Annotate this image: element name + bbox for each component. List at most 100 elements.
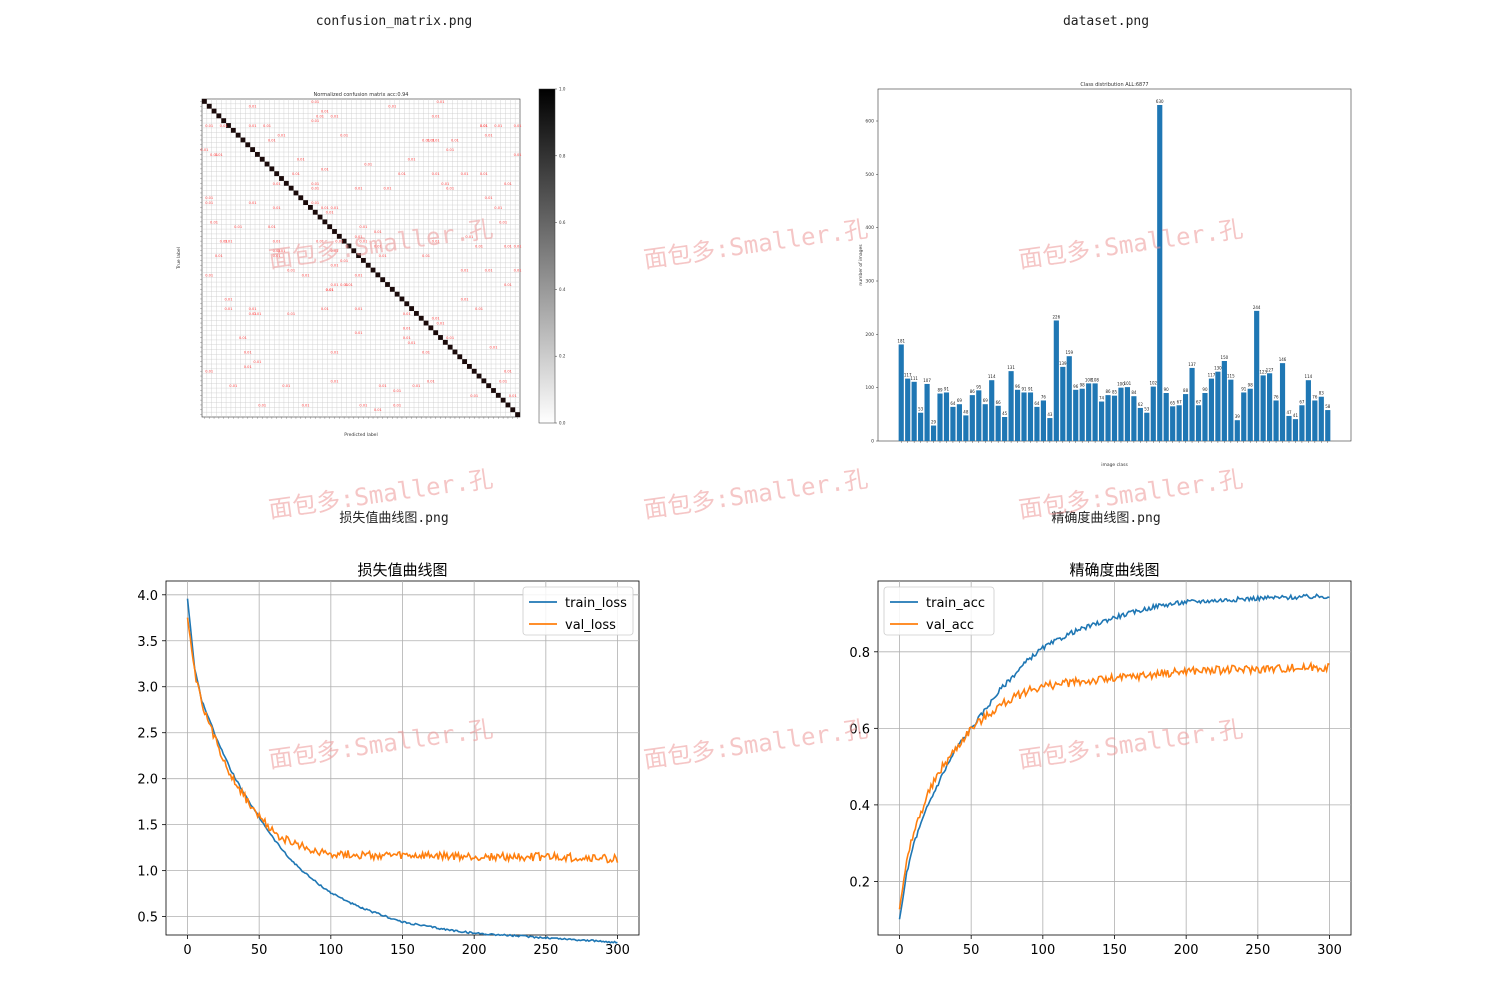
confusion-diagonal-cell	[486, 383, 492, 389]
confusion-cell-value: 0.01	[249, 307, 257, 311]
loss-xtick-label: 250	[533, 943, 558, 958]
confusion-cell-value: 0.01	[374, 408, 382, 412]
dataset-bar	[1286, 415, 1292, 441]
confusion-diagonal-cell	[312, 209, 318, 215]
confusion-cell-value: 0.01	[268, 225, 276, 229]
confusion-cell-value: 0.01	[504, 370, 512, 374]
confusion-cell-value: 0.01	[504, 182, 512, 186]
confusion-diagonal-cell	[370, 267, 376, 273]
confusion-cell-value: 0.01	[509, 394, 517, 398]
confusion-cell-value: 0.01	[215, 153, 223, 157]
confusion-diagonal-cell	[274, 171, 280, 177]
confusion-cell-value: 0.01	[359, 403, 367, 407]
dataset-bar	[1150, 386, 1156, 441]
confusion-cell-value: 0.01	[403, 312, 411, 316]
confusion-cell-value: 0.01	[277, 134, 285, 138]
dataset-bar	[1208, 378, 1215, 441]
dataset-bar-label: 69	[957, 398, 963, 403]
confusion-cell-value: 0.01	[321, 167, 329, 171]
watermark-text: 面包多:Smaller.孔	[1017, 465, 1245, 524]
confusion-cell-value: 0.01	[311, 187, 319, 191]
loss-ytick-label: 4.0	[137, 589, 158, 604]
loss-ytick-label: 2.0	[137, 773, 158, 788]
confusion-cell-value: 0.01	[287, 268, 295, 272]
confusion-cell-value: 0.01	[330, 206, 338, 210]
dataset-bar	[1234, 420, 1240, 441]
dataset-bar	[918, 412, 924, 441]
confusion-diagonal-cell	[418, 315, 424, 321]
dataset-bar	[1254, 310, 1260, 441]
loss-xtick-label: 0	[183, 943, 191, 958]
confusion-cell-value: 0.01	[408, 341, 416, 345]
dataset-bar	[1060, 366, 1066, 441]
confusion-cell-value: 0.01	[277, 249, 285, 253]
confusion-cell-value: 0.01	[330, 350, 338, 354]
colorbar-tick-label: 0.0	[559, 421, 566, 426]
dataset-bar-label: 226	[1053, 314, 1061, 319]
confusion-cell-value: 0.01	[379, 384, 387, 388]
confusion-gridlines	[202, 99, 520, 417]
acc-title: 精确度曲线图	[1069, 561, 1159, 579]
confusion-cell-value: 0.01	[215, 254, 223, 258]
confusion-cell-value: 0.01	[321, 206, 329, 210]
confusion-matrix-chart: Normalized confusion matrix acc:0.940.01…	[176, 87, 566, 439]
loss-ytick-label: 2.5	[137, 727, 158, 742]
dataset-ytick-label: 0	[871, 439, 874, 445]
dataset-bar	[1066, 356, 1072, 441]
dataset-bar-label: 90	[1164, 387, 1170, 392]
confusion-diagonal-cell	[245, 142, 251, 148]
confusion-cell-value: 0.01	[268, 138, 276, 142]
dataset-bar	[898, 344, 904, 441]
dataset-bar-label: 150	[1221, 355, 1229, 360]
dataset-bar	[1312, 400, 1318, 441]
confusion-cell-value: 0.01	[393, 403, 401, 407]
acc-xtick-label: 200	[1174, 943, 1199, 958]
dataset-bar-label: 41	[1293, 413, 1299, 418]
dataset-bar-label: 114	[988, 374, 996, 379]
confusion-cell-value: 0.01	[210, 153, 218, 157]
loss-xtick-label: 300	[605, 943, 630, 958]
confusion-diagonal-cell	[211, 108, 217, 114]
dataset-bar	[1034, 406, 1040, 441]
confusion-cell-value: 0.01	[249, 105, 257, 109]
confusion-cell-value: 0.01	[282, 384, 290, 388]
dataset-bar	[1111, 395, 1118, 441]
loss-ytick-label: 3.5	[137, 635, 158, 650]
confusion-cell-value: 0.01	[273, 240, 281, 244]
dataset-bar	[1098, 401, 1105, 441]
dataset-bar	[1021, 392, 1027, 441]
acc-panel-title: 精确度曲线图.png	[1051, 511, 1161, 526]
confusion-cell-value: 0.01	[422, 350, 430, 354]
colorbar-tick-label: 0.6	[559, 220, 566, 225]
confusion-cell-value: 0.01	[383, 187, 391, 191]
confusion-diagonal-cell	[230, 127, 236, 133]
confusion-diagonal-cell	[471, 368, 477, 374]
confusion-panel-title: confusion_matrix.png	[315, 14, 473, 29]
confusion-cell-value: 0.01	[355, 331, 363, 335]
dataset-bar-label: 66	[996, 400, 1002, 405]
dataset-bar-label: 95	[976, 384, 982, 389]
acc-ytick-label: 0.8	[849, 646, 870, 661]
confusion-diagonal-cell	[298, 195, 304, 201]
dataset-bar-label: 98	[1080, 383, 1086, 388]
confusion-cell-value: 0.01	[244, 350, 252, 354]
dataset-bar-label: 123	[1259, 369, 1267, 374]
dataset-bar	[1073, 389, 1079, 441]
confusion-cell-value: 0.01	[451, 138, 459, 142]
dataset-bar	[1092, 383, 1098, 441]
colorbar-tick-label: 0.4	[559, 287, 566, 292]
dataset-bar	[1279, 363, 1286, 441]
confusion-cell-value: 0.01	[340, 134, 348, 138]
confusion-cell-value: 0.01	[273, 182, 281, 186]
confusion-diagonal-cell	[394, 291, 400, 297]
confusion-cell-value: 0.01	[388, 105, 396, 109]
dataset-bar-label: 48	[963, 409, 969, 414]
confusion-cell-value: 0.01	[253, 360, 261, 364]
dataset-bar	[930, 425, 937, 441]
confusion-cell-value: 0.01	[273, 249, 281, 253]
confusion-cell-value: 0.01	[499, 379, 507, 383]
watermark-text: 面包多:Smaller.孔	[642, 215, 870, 274]
dataset-bar	[1086, 383, 1092, 441]
dataset-bar-label: 58	[1325, 404, 1331, 409]
confusion-diagonal-cell	[327, 224, 333, 230]
